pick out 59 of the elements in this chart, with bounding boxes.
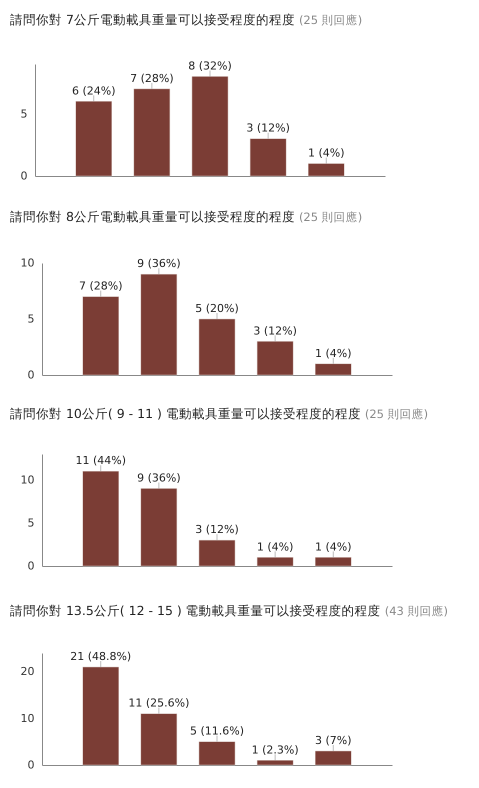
data-label: 6 (24%) [72,84,116,98]
y-tick-label: 0 [28,758,34,772]
y-tick-label: 5 [28,516,34,530]
bar [315,364,352,376]
data-label: 1 (4%) [315,540,352,554]
data-label: 21 (48.8%) [70,650,132,663]
data-label: 9 (36%) [137,471,181,484]
chart-subtitle: (25 則回應) [298,13,362,27]
y-tick-label: 0 [28,368,34,382]
bar [82,470,119,566]
bar [134,88,170,176]
bar [140,488,178,566]
y-tick-label: 0 [28,560,34,572]
data-label: 1 (4%) [315,346,352,360]
data-label: 11 (25.6%) [128,696,190,710]
bar [308,163,345,176]
data-label: 3 (7%) [315,734,352,747]
bar [315,750,352,766]
bar [256,341,294,376]
data-label: 1 (4%) [308,146,345,160]
chart-subtitle: (25 則回應) [298,210,362,224]
data-label: 11 (44%) [75,454,126,468]
chart-title: 請問你對 13.5公斤( 12 - 15 ) 電動載具重量可以接受程度的程度 [10,603,381,618]
data-label: 8 (32%) [188,59,232,72]
bar [82,666,119,766]
bar [75,101,112,176]
y-tick-label: 20 [20,665,34,678]
bar [198,540,236,566]
bar [140,274,178,376]
bar [315,557,352,566]
bar [82,296,119,376]
y-tick-label: 0 [20,170,28,182]
chart-title: 請問你對 7公斤電動載具重量可以接受程度的程度 [10,12,295,27]
data-label: 3 (12%) [246,122,290,135]
bar [256,760,294,766]
y-tick-label: 10 [20,256,34,270]
data-label: 1 (2.3%) [252,743,299,756]
chart-title: 請問你對 10公斤( 9 - 11 ) 電動載具重量可以接受程度的程度 [10,406,361,421]
bar [198,741,236,766]
data-label: 7 (28%) [130,72,174,85]
data-label: 9 (36%) [137,257,181,270]
y-tick-label: 5 [28,312,34,326]
bar [198,318,236,376]
data-label: 3 (12%) [195,523,239,536]
bar [192,76,228,176]
y-tick-label: 10 [20,712,34,725]
bar [250,138,286,176]
y-tick-label: 10 [20,473,34,486]
bar [256,557,294,566]
data-label: 5 (11.6%) [190,724,244,738]
bar [140,713,178,766]
y-tick-label: 5 [20,107,28,120]
text: (43 則回應) [384,604,448,618]
data-label: 7 (28%) [78,280,122,293]
chart-title: 請問你對 8公斤電動載具重量可以接受程度的程度 [10,209,295,224]
chart-subtitle: (25 則回應) [364,407,428,421]
data-label: 5 (20%) [195,302,239,315]
data-label: 3 (12%) [253,324,297,338]
data-label: 1 (4%) [256,540,294,554]
